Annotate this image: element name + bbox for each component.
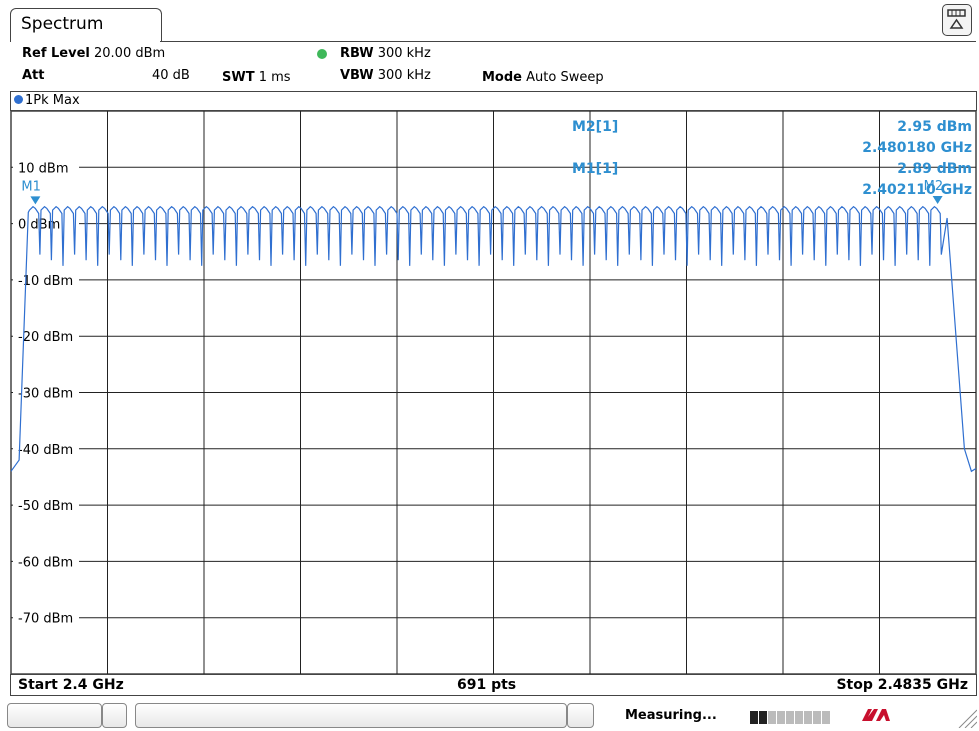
measuring-status: Measuring...: [625, 708, 717, 723]
swt-label: SWT: [222, 70, 255, 85]
y-tick-label: -60 dBm: [18, 555, 73, 570]
marker-readout-level: 2.89 dBm: [897, 161, 972, 177]
status-field-1: [7, 703, 102, 728]
vbw-label: VBW: [340, 68, 374, 83]
y-tick-label-bg: [13, 270, 79, 287]
y-tick-label: -30 dBm: [18, 387, 73, 402]
y-tick-label-bg: [13, 327, 79, 344]
y-tick-label: -70 dBm: [18, 612, 73, 627]
plot-grid: [11, 111, 976, 674]
tab-title: Spectrum: [21, 14, 104, 34]
start-frequency: Start 2.4 GHz: [18, 677, 124, 693]
sweep-progress-bar: [750, 709, 842, 724]
markers: M1 M2: [21, 179, 944, 205]
status-field-3: [567, 703, 594, 728]
vbw-value: 300 kHz: [377, 68, 431, 83]
resize-grip-icon[interactable]: [955, 706, 977, 728]
rbw-status-icon: [317, 49, 327, 59]
y-tick-label-bg: [13, 383, 79, 400]
swt-value: 1 ms: [258, 70, 291, 85]
ref-level-value: 20.00 dBm: [94, 46, 166, 61]
marker-m2-triangle: [932, 195, 943, 204]
y-tick-label: -10 dBm: [18, 274, 73, 289]
y-tick-label-bg: [13, 158, 79, 175]
display-config-icon[interactable]: [942, 4, 972, 36]
rohde-schwarz-logo-icon: [862, 709, 890, 721]
rbw-value: 300 kHz: [377, 46, 431, 61]
trace-line: [10, 205, 977, 473]
sweep-points: 691 pts: [457, 677, 517, 693]
marker-m1-triangle: [30, 196, 41, 205]
att-label: Att: [22, 68, 45, 83]
mode-value: Auto Sweep: [526, 70, 604, 85]
trace-indicator-icon: [14, 95, 23, 104]
y-tick-label-bg: [13, 496, 79, 513]
y-tick-label: -50 dBm: [18, 499, 73, 514]
stop-frequency: Stop 2.4835 GHz: [836, 677, 968, 693]
tab-baseline: [160, 41, 976, 42]
y-tick-label-bg: [13, 439, 79, 456]
ref-level-label: Ref Level: [22, 46, 90, 61]
marker-m2-label: M2: [924, 179, 944, 194]
rbw-setting: RBW 300 kHz: [340, 46, 431, 61]
marker-readout-label: M2[1]: [572, 119, 618, 135]
rbw-label: RBW: [340, 46, 374, 61]
ref-level-setting: Ref Level 20.00 dBm: [22, 46, 165, 61]
att-value: 40 dB: [152, 68, 190, 83]
marker-m1-label: M1: [21, 179, 41, 194]
marker-readout-frequency: 2.402110 GHz: [862, 182, 972, 198]
marker-readout: M2[1] 2.95 dBm 2.480180 GHz M1[1] 2.89 dBm 2.…: [572, 119, 972, 198]
mode-label: Mode: [482, 70, 522, 85]
y-tick-label-bg: [13, 608, 79, 625]
y-tick-label-bg: [13, 552, 79, 569]
swt-setting: SWT 1 ms: [222, 70, 291, 85]
marker-readout-level: 2.95 dBm: [897, 119, 972, 135]
trace-label: 1Pk Max: [25, 93, 80, 108]
tab-spectrum[interactable]: Spectrum: [10, 8, 162, 42]
marker-readout-label: M1[1]: [572, 161, 618, 177]
vbw-setting: VBW 300 kHz: [340, 68, 431, 83]
att-setting: Att: [22, 68, 45, 83]
marker-readout-frequency: 2.480180 GHz: [862, 140, 972, 156]
y-tick-label: -40 dBm: [18, 443, 73, 458]
status-message-field: [135, 703, 567, 728]
y-tick-label: -20 dBm: [18, 330, 73, 345]
mode-setting: Mode Auto Sweep: [482, 70, 604, 85]
y-tick-label: 10 dBm: [18, 161, 69, 176]
status-field-2: [102, 703, 127, 728]
sweep-footer: Start 2.4 GHz 691 pts Stop 2.4835 GHz: [10, 674, 977, 696]
status-bar: Measuring...: [5, 700, 977, 730]
